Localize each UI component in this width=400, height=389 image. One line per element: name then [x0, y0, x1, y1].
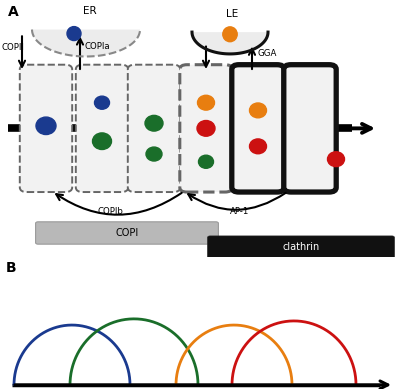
FancyBboxPatch shape	[128, 65, 180, 192]
Text: LE: LE	[226, 9, 238, 19]
Ellipse shape	[146, 147, 162, 161]
Text: ER: ER	[83, 7, 97, 16]
Text: AP-1: AP-1	[230, 207, 250, 216]
Ellipse shape	[36, 117, 56, 135]
FancyBboxPatch shape	[232, 65, 284, 192]
Ellipse shape	[92, 133, 112, 149]
FancyBboxPatch shape	[20, 65, 72, 192]
Ellipse shape	[94, 96, 110, 109]
Text: GGA: GGA	[257, 49, 276, 58]
Ellipse shape	[145, 116, 163, 131]
Ellipse shape	[250, 103, 266, 118]
Ellipse shape	[197, 121, 215, 136]
Polygon shape	[192, 32, 268, 54]
FancyBboxPatch shape	[180, 65, 232, 192]
Text: clathrin: clathrin	[282, 242, 320, 252]
Text: A: A	[8, 5, 19, 19]
Text: COPIa: COPIa	[85, 42, 110, 51]
Polygon shape	[32, 30, 140, 56]
FancyBboxPatch shape	[36, 222, 218, 244]
Ellipse shape	[328, 152, 344, 166]
FancyBboxPatch shape	[208, 236, 394, 258]
Ellipse shape	[250, 139, 266, 154]
FancyBboxPatch shape	[284, 65, 336, 192]
Ellipse shape	[67, 26, 81, 40]
Text: COPIb: COPIb	[97, 207, 123, 216]
Text: COPII: COPII	[2, 43, 25, 52]
Text: COPI: COPI	[115, 228, 139, 238]
Ellipse shape	[223, 27, 237, 42]
Text: B: B	[6, 261, 17, 275]
FancyBboxPatch shape	[76, 65, 128, 192]
Ellipse shape	[198, 95, 214, 110]
Ellipse shape	[198, 155, 214, 168]
